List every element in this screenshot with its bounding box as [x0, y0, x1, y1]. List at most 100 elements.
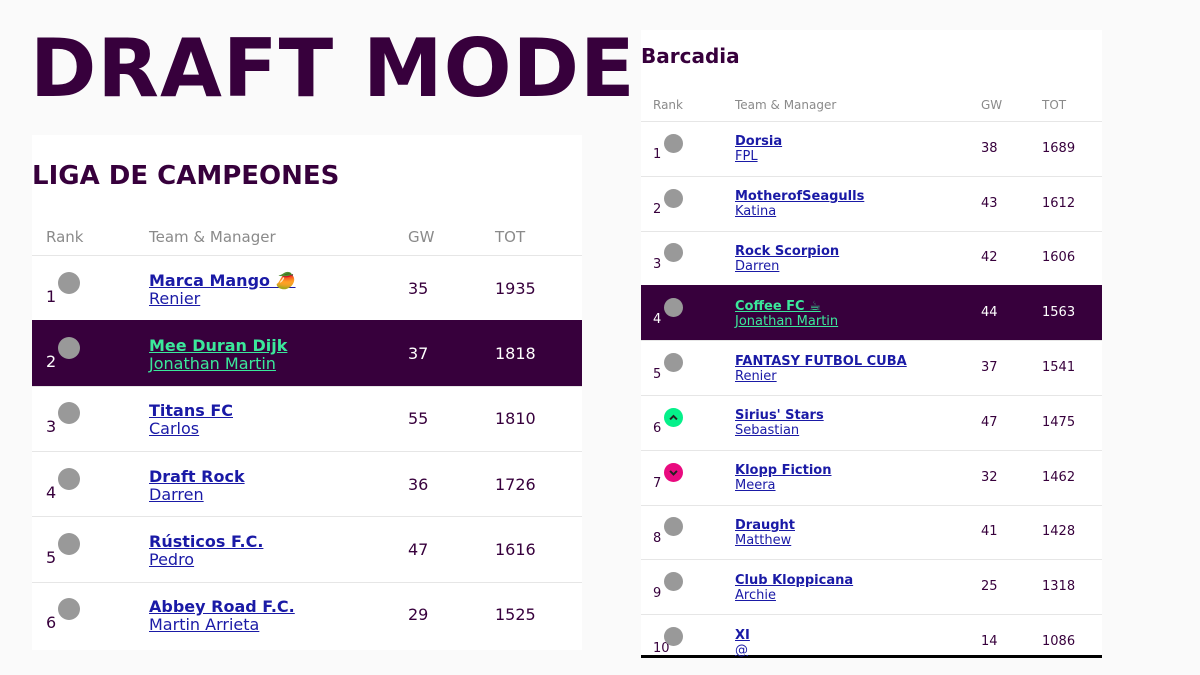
manager-name[interactable]: Sebastian	[735, 423, 800, 439]
rank: 2	[653, 202, 662, 218]
total-points: 1810	[495, 409, 536, 429]
total-points: 1818	[495, 343, 536, 363]
arrow	[669, 469, 678, 476]
team-name[interactable]: Draught	[735, 517, 796, 533]
total-points: 1428	[1042, 524, 1076, 540]
rank: 6	[653, 421, 662, 437]
total-points: 1086	[1042, 634, 1076, 650]
gw-points: 42	[981, 250, 998, 266]
column-header: TOT	[495, 228, 526, 246]
team-name[interactable]: Mee Duran Dijk	[149, 335, 288, 355]
manager-name[interactable]: Pedro	[149, 549, 195, 569]
table-row: 2 MotherofSeagulls Katina 43 1612	[641, 175, 1102, 231]
team-name[interactable]: Sirius' Stars	[735, 408, 824, 424]
gw-points: 55	[408, 409, 429, 429]
manager-name[interactable]: Katina	[735, 204, 777, 220]
team-name[interactable]: Titans FC	[149, 401, 233, 421]
movement-icon	[664, 407, 683, 427]
total-points: 1935	[495, 278, 536, 298]
table-row: 10 XI @14 1086	[641, 614, 1102, 669]
table-row: 9 Club Kloppicana Archie 25 1318	[641, 559, 1102, 614]
table-row: 7 Klopp Fiction Meera 32 1462	[641, 449, 1102, 505]
movement-icon	[664, 627, 683, 647]
page-title: DRAFT MODE	[30, 22, 636, 115]
league-title: LIGA DE CAMPEONES	[32, 161, 340, 191]
gw-points: 14	[981, 634, 998, 650]
table-row: 5 FANTASY FUTBOL CUBA Renier 37 1541	[641, 340, 1102, 395]
movement-icon	[664, 188, 683, 208]
movement-icon	[58, 598, 80, 621]
manager-name[interactable]: Renier	[149, 288, 201, 308]
table-row: 1 Marca Mango 🥭 Renier 35 1935	[32, 255, 582, 320]
movement-icon	[664, 462, 683, 482]
rank: 9	[653, 585, 662, 601]
movement-icon	[664, 298, 683, 318]
manager-name[interactable]: Martin Arrieta	[149, 615, 260, 635]
manager-name[interactable]: FPL	[735, 149, 758, 165]
column-header: Rank	[46, 228, 84, 246]
table-row: 1 Dorsia FPL 38 1689	[641, 121, 1102, 176]
column-header: Team & Manager	[149, 228, 276, 246]
movement-icon	[664, 243, 683, 263]
gw-points: 37	[408, 343, 429, 363]
gw-points: 32	[981, 469, 998, 485]
gw-points: 41	[981, 524, 998, 540]
team-name[interactable]: Rústicos F.C.	[149, 531, 264, 551]
total-points: 1462	[1042, 469, 1076, 485]
movement-icon	[58, 271, 80, 294]
table-row: 2 Mee Duran Dijk Jonathan Martin 37 1818	[32, 320, 582, 386]
manager-name[interactable]: Jonathan Martin	[149, 353, 276, 373]
rank: 4	[46, 482, 57, 502]
arrow	[669, 414, 678, 420]
movement-icon	[58, 402, 80, 425]
gw-points: 35	[408, 278, 429, 298]
gw-points: 47	[981, 414, 998, 430]
column-header: GW	[981, 98, 1003, 112]
rank: 4	[653, 311, 662, 327]
league-card: Barcadia Rank Team & Manager GW TOT 1 Dorsia FP…	[641, 30, 1102, 658]
rank: 5	[653, 366, 662, 382]
team-name[interactable]: Club Kloppicana	[735, 572, 854, 588]
rank: 7	[653, 476, 662, 492]
column-header: Rank	[653, 98, 683, 112]
manager-name[interactable]: Archie	[735, 587, 776, 603]
team-name[interactable]: Dorsia	[735, 134, 783, 150]
movement-icon	[58, 532, 80, 555]
team-name[interactable]: MotherofSeagulls	[735, 189, 865, 205]
gw-points: 37	[981, 360, 998, 376]
team-name[interactable]: Marca Mango 🥭	[149, 270, 296, 290]
gw-points: 29	[408, 605, 429, 625]
team-name[interactable]: Rock Scorpion	[735, 243, 840, 259]
gw-points: 36	[408, 474, 429, 494]
team-name[interactable]: XI	[735, 627, 750, 643]
table-row: 6 Abbey Road F.C. Martin Arrieta 29 1525	[32, 581, 582, 647]
movement-icon	[58, 467, 80, 490]
manager-name[interactable]: Darren	[149, 484, 204, 504]
manager-name[interactable]: Darren	[735, 258, 780, 274]
rank: 1	[46, 286, 57, 306]
team-name[interactable]: Draft Rock	[149, 466, 245, 486]
team-name[interactable]: Abbey Road F.C.	[149, 597, 295, 617]
total-points: 1606	[1042, 250, 1076, 266]
manager-name[interactable]: @	[735, 642, 748, 658]
manager-name[interactable]: Meera	[735, 478, 776, 494]
team-name[interactable]: Coffee FC ☕	[735, 298, 821, 314]
rank: 3	[653, 256, 662, 272]
column-header: TOT	[1042, 98, 1067, 112]
movement-icon	[664, 133, 683, 153]
team-name[interactable]: FANTASY FUTBOL CUBA	[735, 353, 907, 369]
table-row: 3 Rock Scorpion Darren 42 1606	[641, 230, 1102, 286]
manager-name[interactable]: Carlos	[149, 419, 200, 439]
manager-name[interactable]: Renier	[735, 368, 777, 384]
table-row: 4 Coffee FC ☕ Jonathan Martin 44 1563	[641, 285, 1102, 341]
column-header: GW	[408, 228, 435, 246]
table-row: 8 Draught Matthew 41 1428	[641, 504, 1102, 560]
manager-name[interactable]: Matthew	[735, 532, 792, 548]
team-name[interactable]: Klopp Fiction	[735, 463, 832, 479]
movement-icon	[664, 572, 683, 592]
gw-points: 43	[981, 195, 998, 211]
manager-name[interactable]: Jonathan Martin	[735, 313, 839, 329]
total-points: 1616	[495, 539, 536, 559]
rank: 6	[46, 613, 57, 633]
